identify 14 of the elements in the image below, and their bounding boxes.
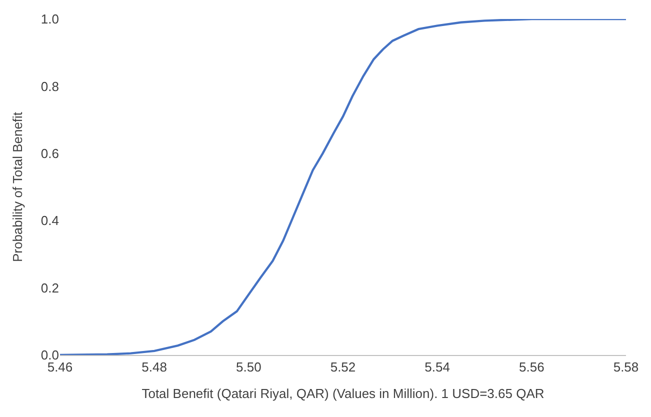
x-tick-label: 5.58: [613, 360, 639, 375]
y-tick-label: 0.6: [40, 146, 59, 161]
x-tick-label: 5.50: [236, 360, 262, 375]
x-axis-title: Total Benefit (Qatari Riyal, QAR) (Values in Million). 1 USD=3.65 QAR: [142, 386, 544, 402]
y-axis-title: Probability of Total Benefit: [10, 112, 25, 262]
y-tick-label: 1.0: [40, 12, 59, 27]
y-tick-label: 0.8: [40, 78, 59, 94]
y-tick-label: 0.2: [40, 280, 59, 296]
x-tick-label: 5.54: [424, 360, 450, 375]
line-series: [60, 19, 626, 355]
x-tick-label: 5.52: [330, 360, 356, 375]
x-tick-label: 5.56: [519, 360, 544, 375]
y-tick-label: 0.4: [40, 213, 59, 228]
x-tick-label: 5.48: [142, 360, 167, 375]
